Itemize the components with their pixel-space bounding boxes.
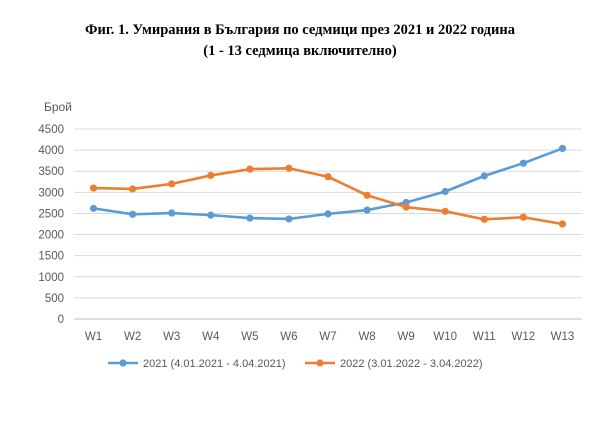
- x-axis-ticks: W1 W2 W3 W4 W5 W6 W7 W8 W9 W10 W11 W12 W13: [85, 331, 574, 343]
- data-point: [168, 180, 176, 188]
- data-point: [441, 187, 449, 196]
- x-tick-label: W7: [319, 331, 336, 343]
- legend-swatch-marker: [119, 359, 127, 367]
- legend-label: 2022 (3.01.2022 - 3.04.2022): [340, 358, 483, 370]
- y-tick-label: 1500: [38, 251, 64, 263]
- gridlines: [74, 128, 582, 320]
- data-point: [519, 159, 527, 167]
- data-point: [207, 171, 215, 180]
- chart-title-line-2: (1 - 13 седмица включително): [203, 43, 397, 59]
- data-point: [324, 173, 332, 181]
- x-tick-label: W11: [473, 331, 496, 343]
- y-tick-label: 2500: [38, 208, 64, 220]
- data-point: [246, 165, 254, 173]
- data-point: [129, 185, 137, 193]
- series-lines: [89, 144, 567, 228]
- x-tick-label: W12: [512, 331, 536, 343]
- x-tick-label: W10: [433, 331, 457, 343]
- data-point: [402, 203, 410, 211]
- data-point: [246, 214, 254, 222]
- y-tick-label: 1000: [38, 272, 64, 284]
- x-tick-label: W3: [163, 331, 180, 343]
- data-point: [89, 204, 98, 212]
- data-point: [558, 144, 567, 153]
- y-tick-label: 4500: [38, 124, 64, 136]
- x-tick-label: W9: [398, 331, 415, 343]
- x-tick-label: W1: [85, 331, 102, 343]
- data-point: [89, 184, 98, 192]
- data-point: [480, 172, 488, 180]
- x-tick-label: W8: [358, 331, 375, 343]
- y-tick-label: 4000: [38, 145, 64, 157]
- data-point: [363, 191, 371, 199]
- data-point: [129, 210, 137, 218]
- legend-swatch-marker: [316, 359, 324, 367]
- x-tick-label: W2: [124, 331, 141, 343]
- y-axis-label: Брой: [44, 100, 72, 114]
- y-axis-ticks: 0 500 1000 1500 2000 2500 3000 3500 4000 4500: [38, 124, 64, 326]
- y-tick-label: 2000: [38, 230, 64, 242]
- data-point: [519, 213, 527, 221]
- data-point: [285, 164, 293, 172]
- data-point: [558, 220, 567, 228]
- chart-title: Фиг. 1. Умирания в България по седмици п…: [0, 20, 600, 62]
- x-tick-label: W6: [280, 331, 297, 343]
- legend-label: 2021 (4.01.2021 - 4.04.2021): [143, 358, 286, 370]
- y-tick-label: 3500: [38, 166, 64, 178]
- y-tick-label: 0: [58, 314, 64, 326]
- data-point: [324, 210, 332, 218]
- chart-title-line-1: Фиг. 1. Умирания в България по седмици п…: [85, 22, 515, 38]
- data-point: [285, 215, 293, 223]
- x-tick-label: W13: [551, 331, 575, 343]
- data-point: [363, 206, 371, 214]
- data-point: [441, 207, 449, 215]
- x-tick-label: W5: [241, 331, 258, 343]
- y-tick-label: 3000: [38, 187, 64, 199]
- x-tick-label: W4: [202, 331, 220, 343]
- data-point: [207, 211, 215, 219]
- data-point: [480, 215, 488, 223]
- y-tick-label: 500: [45, 293, 64, 305]
- data-point: [168, 209, 176, 217]
- legend: 2021 (4.01.2021 - 4.04.2021) 2022 (3.01.2…: [108, 358, 483, 370]
